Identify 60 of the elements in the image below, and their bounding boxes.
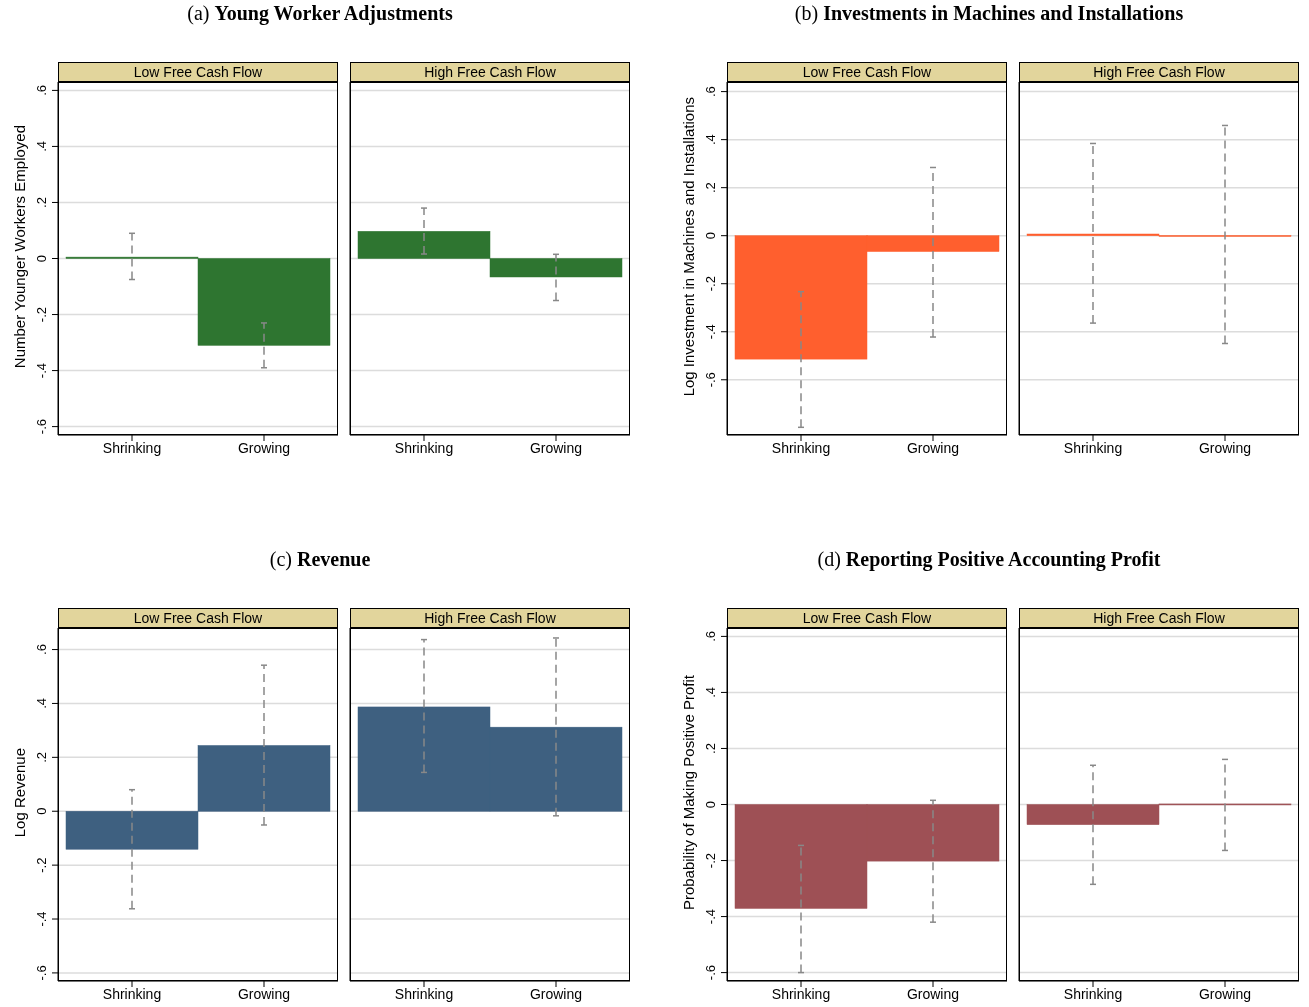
x-tick-label: Shrinking: [394, 439, 454, 456]
chart-subtitle: Low Free Cash Flow: [727, 608, 1007, 628]
y-tick-label: 0: [703, 232, 718, 240]
y-tick-label: -.4: [703, 324, 718, 340]
y-tick-label: .2: [34, 751, 49, 763]
chart-subtitle: High Free Cash Flow: [350, 62, 630, 82]
y-axis-title: Log Revenue: [10, 747, 28, 838]
x-tick-label: Growing: [906, 985, 960, 1002]
chart-subtitle: High Free Cash Flow: [1019, 62, 1299, 82]
y-tick-label: -.2: [703, 276, 718, 292]
y-tick-label: .4: [34, 698, 49, 709]
y-tick-label: .2: [703, 743, 718, 754]
y-tick-label: -.4: [703, 908, 718, 925]
x-tick-label: Shrinking: [102, 985, 162, 1002]
x-tick-label: Growing: [237, 439, 291, 456]
y-tick-label: -.6: [703, 372, 718, 388]
chart-title: (a) Young Worker Adjustments: [187, 2, 453, 24]
y-tick-label: 0: [703, 800, 718, 809]
x-tick-label: Growing: [529, 985, 583, 1002]
y-tick-label: -.4: [34, 362, 49, 379]
y-tick-label: -.4: [34, 911, 49, 927]
chart-subtitle: Low Free Cash Flow: [58, 62, 338, 82]
x-tick-label: Growing: [906, 439, 960, 456]
y-tick-label: -.6: [34, 965, 49, 981]
chart-title: (b) Investments in Machines and Installations: [794, 2, 1184, 24]
x-tick-label: Growing: [237, 985, 291, 1002]
chart-subtitle: High Free Cash Flow: [1019, 608, 1299, 628]
x-tick-label: Shrinking: [1063, 985, 1123, 1002]
y-tick-label: 0: [34, 254, 49, 263]
chart-subtitle: Low Free Cash Flow: [58, 608, 338, 628]
y-tick-label: -.6: [34, 419, 49, 435]
chart-subtitle: Low Free Cash Flow: [727, 62, 1007, 82]
x-tick-label: Shrinking: [771, 439, 831, 456]
y-tick-label: .6: [703, 86, 718, 98]
y-tick-label: -.2: [34, 306, 49, 323]
y-tick-label: -.6: [703, 965, 718, 981]
y-tick-label: -.2: [34, 857, 49, 873]
x-tick-label: Shrinking: [394, 985, 454, 1002]
y-axis-title: Probability of Making Positive Profit: [679, 674, 697, 911]
y-tick-label: .4: [703, 687, 718, 698]
y-tick-label: .6: [703, 630, 718, 642]
x-tick-label: Shrinking: [771, 985, 831, 1002]
y-tick-label: 0: [34, 807, 49, 815]
y-tick-label: .6: [34, 644, 49, 655]
x-tick-label: Growing: [1198, 985, 1252, 1002]
x-tick-label: Growing: [1198, 439, 1252, 456]
y-tick-label: .4: [34, 141, 49, 152]
chart-title: (c) Revenue: [269, 548, 371, 570]
y-tick-label: .4: [703, 134, 718, 146]
y-tick-label: .2: [703, 182, 718, 194]
y-tick-label: .2: [34, 197, 49, 208]
y-axis-title: Number Younger Workers Employed: [10, 124, 28, 369]
y-axis-title: Log Investment in Machines and Installations: [679, 96, 697, 397]
x-tick-label: Growing: [529, 439, 583, 456]
x-tick-label: Shrinking: [1063, 439, 1123, 456]
chart-title: (d) Reporting Positive Accounting Profit: [817, 548, 1161, 570]
x-tick-label: Shrinking: [102, 439, 162, 456]
y-tick-label: .6: [34, 84, 49, 96]
chart-subtitle: High Free Cash Flow: [350, 608, 630, 628]
y-tick-label: -.2: [703, 852, 718, 869]
